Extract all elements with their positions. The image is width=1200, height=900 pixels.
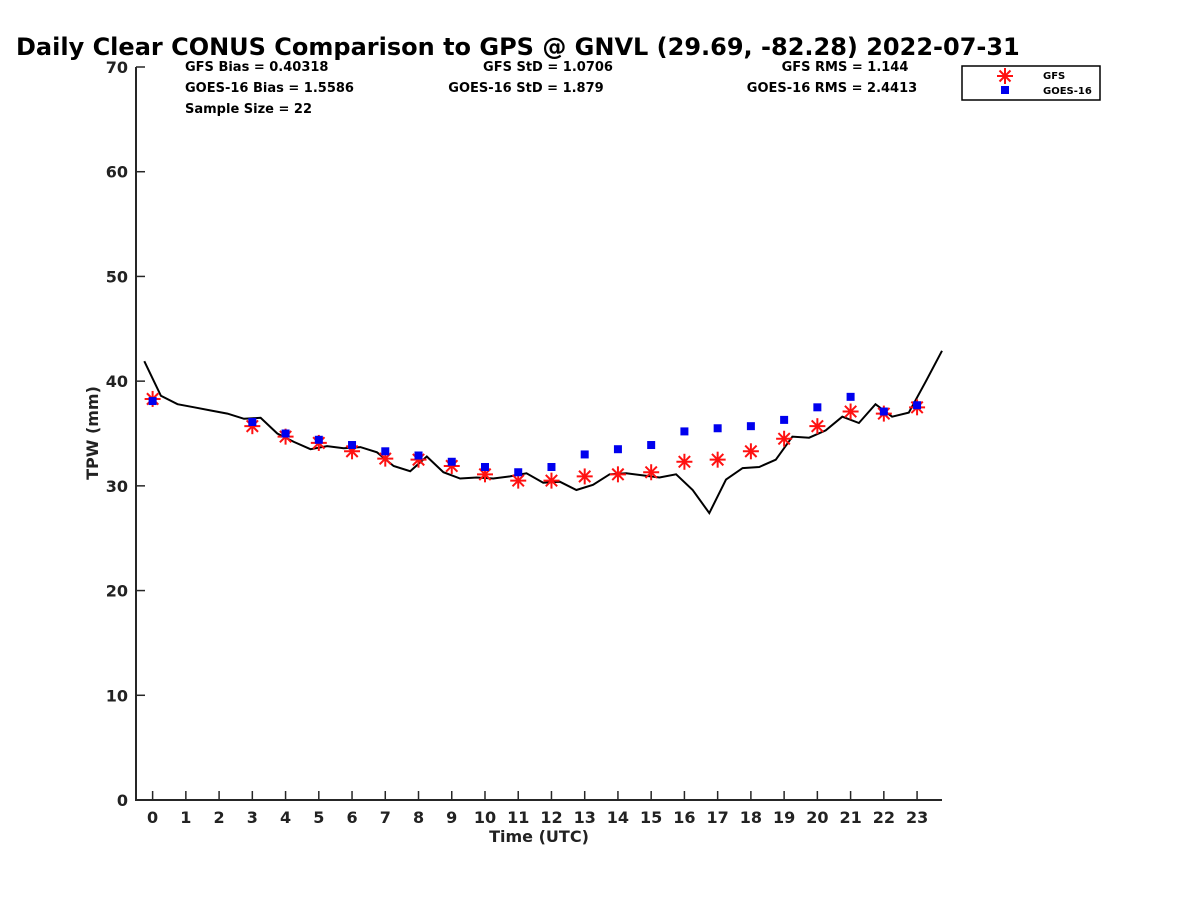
goes-16-point — [248, 417, 257, 426]
y-tick-label: 20 — [106, 582, 128, 601]
gfs-point — [643, 464, 660, 481]
x-tick-label: 6 — [346, 808, 357, 827]
gps-series-line — [143, 350, 943, 516]
x-tick-label: 10 — [474, 808, 496, 827]
goes-16-point — [514, 468, 523, 477]
goes-16-point — [314, 435, 323, 444]
goes-16-point — [913, 401, 922, 410]
gfs-point — [676, 453, 693, 470]
axes — [135, 67, 942, 801]
x-axis-label: Time (UTC) — [489, 827, 589, 846]
gfs-point — [609, 466, 626, 483]
goes-16-point — [647, 441, 656, 450]
gfs-bias-stat: GFS Bias = 0.40318 — [185, 60, 328, 75]
legend-goes-label: GOES-16 — [1043, 86, 1092, 97]
y-tick-label: 10 — [106, 686, 128, 705]
legend-gfs-label: GFS — [1043, 71, 1065, 82]
legend-box — [961, 65, 1101, 101]
x-tick-label: 11 — [507, 808, 529, 827]
goes-16-point — [813, 403, 822, 412]
y-tick-label: 0 — [117, 791, 128, 810]
stats-block: GFS Bias = 0.40318 GFS StD = 1.0706 GFS … — [185, 60, 917, 117]
y-tick-label: 50 — [106, 267, 128, 286]
plot-area — [143, 350, 943, 516]
y-tick-label: 40 — [106, 372, 128, 391]
gfs-point — [709, 451, 726, 468]
x-tick-label: 13 — [574, 808, 596, 827]
legend: GFS GOES-16 — [961, 65, 1101, 101]
x-tick-label: 23 — [906, 808, 928, 827]
x-tick-label: 18 — [740, 808, 762, 827]
x-tick-label: 9 — [446, 808, 457, 827]
x-tick-label: 17 — [707, 808, 729, 827]
x-tick-label: 2 — [214, 808, 225, 827]
goes-16-point — [580, 450, 589, 459]
gfs-point — [576, 468, 593, 485]
gfs-point — [776, 430, 793, 447]
goes-bias-stat: GOES-16 Bias = 1.5586 — [185, 81, 354, 96]
x-tick-label: 14 — [607, 808, 629, 827]
goes-16-point — [680, 427, 689, 436]
gfs-point — [543, 472, 560, 489]
goes-16-point — [148, 397, 157, 406]
x-tick-label: 5 — [313, 808, 324, 827]
y-tick-label: 70 — [106, 58, 128, 77]
goes-16-point — [281, 429, 290, 438]
goes-16-point — [348, 441, 357, 450]
goes-16-point — [746, 422, 755, 431]
x-tick-label: 8 — [413, 808, 424, 827]
x-tick-label: 22 — [873, 808, 895, 827]
x-tick-label: 20 — [806, 808, 828, 827]
goes-16-point — [480, 463, 489, 472]
gfs-point — [809, 418, 826, 435]
x-tick-label: 0 — [147, 808, 158, 827]
x-tick-label: 7 — [380, 808, 391, 827]
x-tick-label: 1 — [180, 808, 191, 827]
goes-16-point — [447, 457, 456, 466]
goes-rms-stat: GOES-16 RMS = 2.4413 — [747, 81, 917, 96]
x-tick-label: 21 — [839, 808, 861, 827]
gfs-rms-stat: GFS RMS = 1.144 — [782, 60, 909, 75]
legend-goes-marker — [1001, 86, 1009, 94]
gfs-point — [510, 472, 527, 489]
goes-16-point — [381, 447, 390, 456]
y-tick-label: 60 — [106, 163, 128, 182]
gfs-point — [842, 403, 859, 420]
y-tick-label: 30 — [106, 477, 128, 496]
sample-size-stat: Sample Size = 22 — [185, 102, 312, 117]
x-tick-label: 3 — [247, 808, 258, 827]
goes-16-point — [613, 445, 622, 454]
x-tick-label: 16 — [673, 808, 695, 827]
legend-gfs-marker — [997, 68, 1013, 84]
goes-16-point — [780, 415, 789, 424]
gfs-std-stat: GFS StD = 1.0706 — [483, 60, 613, 75]
x-tick-label: 12 — [540, 808, 562, 827]
x-tick-label: 19 — [773, 808, 795, 827]
goes-16-point — [414, 451, 423, 460]
goes-16-point — [713, 424, 722, 433]
x-tick-label: 15 — [640, 808, 662, 827]
chart-title: Daily Clear CONUS Comparison to GPS @ GN… — [16, 33, 1020, 61]
goes-std-stat: GOES-16 StD = 1.879 — [448, 81, 603, 96]
x-tick-label: 4 — [280, 808, 291, 827]
goes-16-point — [846, 392, 855, 401]
y-axis-label: TPW (mm) — [83, 386, 102, 480]
goes-16-point — [879, 407, 888, 416]
gfs-point — [742, 443, 759, 460]
goes-16-point — [547, 463, 556, 472]
